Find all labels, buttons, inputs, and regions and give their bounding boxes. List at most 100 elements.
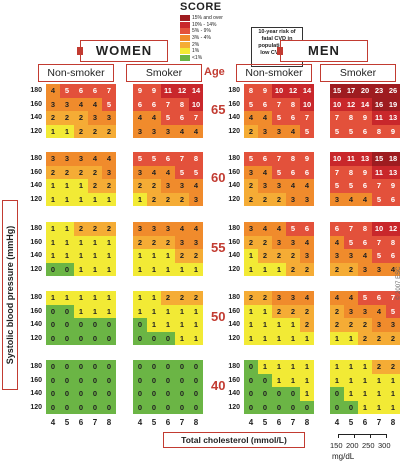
women-nonsmoker-header: Non-smoker: [38, 64, 114, 82]
risk-cell: 10: [372, 222, 386, 236]
men-smoker-header: Smoker: [320, 64, 396, 82]
risk-cell: 1: [175, 262, 189, 276]
risk-cell: 1: [102, 192, 116, 206]
risk-cell: 3: [60, 97, 74, 111]
risk-cell: 5: [244, 152, 258, 166]
risk-cell: 3: [272, 179, 286, 193]
risk-cell: 4: [330, 291, 344, 305]
risk-cell: 0: [74, 373, 88, 387]
risk-cell: 5: [161, 111, 175, 125]
risk-cell: 1: [74, 304, 88, 318]
risk-cell: 4: [161, 165, 175, 179]
x-tick-label: 7: [92, 418, 98, 427]
risk-cell: 1: [147, 318, 161, 332]
risk-cell: 1: [358, 400, 372, 414]
sbp-label: 120: [228, 334, 240, 342]
sbp-label: 180: [30, 294, 42, 301]
sbp-label: 180: [30, 155, 42, 162]
risk-cell: 0: [133, 373, 147, 387]
risk-cell: 6: [358, 124, 372, 138]
risk-cell: 2: [244, 124, 258, 138]
risk-cell: 2: [358, 331, 372, 345]
risk-cell: 1: [133, 262, 147, 276]
risk-cell: 0: [175, 373, 189, 387]
risk-cell: 1: [74, 249, 88, 263]
risk-cell: 9: [147, 84, 161, 98]
risk-cell: 0: [60, 400, 74, 414]
risk-cell: 6: [88, 84, 102, 98]
risk-cell: 7: [175, 152, 189, 166]
risk-cell: 5: [330, 124, 344, 138]
risk-cell: 0: [74, 318, 88, 332]
risk-cell: 3: [272, 235, 286, 249]
risk-cell: 1: [60, 222, 74, 236]
risk-cell: 6: [386, 249, 400, 263]
risk-cell: 1: [175, 331, 189, 345]
risk-cell: 5: [272, 165, 286, 179]
risk-cell: 7: [161, 97, 175, 111]
sbp-label: 180: [30, 87, 42, 94]
sbp-label: 140: [228, 182, 240, 189]
risk-cell: 1: [46, 222, 60, 236]
risk-cell: 2: [272, 192, 286, 206]
sbp-label: 140: [228, 114, 240, 121]
risk-cell: 1: [133, 291, 147, 305]
risk-cell: 6: [258, 97, 272, 111]
risk-cell: 2: [272, 304, 286, 318]
risk-cell: 8: [386, 235, 400, 249]
risk-cell: 1: [161, 304, 175, 318]
risk-cell: 9: [300, 152, 314, 166]
risk-cell: 9: [133, 84, 147, 98]
risk-cell: 14: [358, 97, 372, 111]
risk-cell: 8: [286, 152, 300, 166]
legend-label: 3% - 4%: [192, 35, 211, 42]
risk-cell: 4: [330, 235, 344, 249]
mgdl-tick-label: 250: [362, 441, 375, 450]
risk-cell: 7: [372, 235, 386, 249]
sbp-label: 140: [30, 321, 42, 328]
age-label: 55: [211, 240, 226, 255]
sbp-label: 160: [30, 307, 42, 315]
sbp-label: 180: [228, 87, 240, 94]
risk-cell: 7: [372, 179, 386, 193]
risk-cell: 3: [244, 165, 258, 179]
risk-cell: 0: [344, 400, 358, 414]
risk-cell: 0: [46, 360, 60, 374]
risk-cell: 23: [372, 84, 386, 98]
risk-cell: 1: [88, 192, 102, 206]
risk-cell: 0: [102, 360, 116, 374]
risk-cell: 2: [74, 165, 88, 179]
risk-cell: 8: [358, 222, 372, 236]
risk-cell: 6: [286, 165, 300, 179]
x-tick-label: 8: [390, 418, 396, 427]
risk-cell: 1: [358, 373, 372, 387]
risk-cell: 4: [300, 179, 314, 193]
risk-cell: 1: [88, 249, 102, 263]
sbp-label: 120: [30, 403, 42, 411]
risk-cell: 1: [272, 360, 286, 374]
y-axis-title-box: Systolic blood pressure (mmHg): [2, 200, 18, 390]
risk-cell: 7: [272, 97, 286, 111]
risk-cell: 0: [60, 318, 74, 332]
risk-cell: 1: [300, 387, 314, 401]
risk-cell: 4: [272, 222, 286, 236]
sbp-label: 180: [228, 155, 240, 162]
risk-cell: 10: [300, 97, 314, 111]
risk-cell: 2: [244, 192, 258, 206]
risk-cell: 1: [286, 331, 300, 345]
risk-cell: 5: [175, 165, 189, 179]
legend-row: 10% - 14%: [180, 21, 246, 29]
risk-cell: 13: [386, 111, 400, 125]
risk-legend: 15% and over 10% - 14% 5% - 9% 3% - 4% 2% 1% <…: [180, 15, 246, 61]
risk-cell: 6: [133, 97, 147, 111]
legend-swatch: [180, 21, 190, 28]
copyright: © 2007 ESC: [396, 266, 402, 300]
risk-grid-women-smk: 9 9 11 12 14 6 6 7 8 10 4 4 5 6 7 3 3 3 4 4: [133, 84, 203, 138]
risk-cell: 1: [189, 318, 203, 332]
risk-cell: 1: [175, 304, 189, 318]
risk-cell: 8: [189, 152, 203, 166]
risk-cell: 3: [147, 124, 161, 138]
legend-row: 1%: [180, 48, 246, 55]
